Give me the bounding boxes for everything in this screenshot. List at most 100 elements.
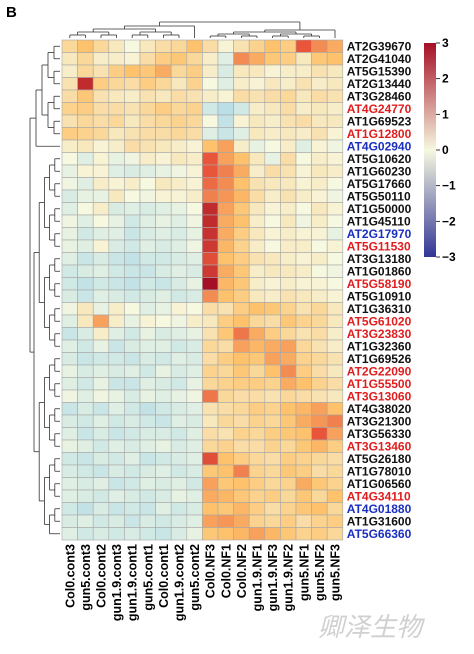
heatmap-cell xyxy=(280,377,297,391)
heatmap-cell xyxy=(186,414,203,428)
heatmap-cell xyxy=(139,139,156,153)
heatmap-cell xyxy=(295,239,312,253)
heatmap-cell xyxy=(92,102,110,116)
heatmap-cell xyxy=(233,377,250,391)
heatmap-cell xyxy=(326,427,344,441)
heatmap-cell xyxy=(139,314,156,328)
heatmap-cell xyxy=(170,377,188,391)
heatmap-cell xyxy=(326,89,344,103)
heatmap-cell xyxy=(264,352,281,366)
row-label: AT5G66360 xyxy=(347,527,412,541)
heatmap-cell xyxy=(295,514,312,528)
heatmap-cell xyxy=(155,139,172,153)
heatmap-cell xyxy=(311,164,328,178)
heatmap-cell xyxy=(61,352,78,366)
heatmap-cell xyxy=(124,339,141,353)
heatmap-cell xyxy=(124,452,141,466)
row-label: AT4G38020 xyxy=(347,402,412,416)
heatmap-cell xyxy=(186,314,203,328)
heatmap-cell xyxy=(108,489,125,503)
heatmap-cell xyxy=(139,52,156,66)
heatmap-cell xyxy=(311,89,328,103)
heatmap-cell xyxy=(77,52,94,66)
heatmap-cell xyxy=(326,527,344,541)
heatmap-cell xyxy=(108,39,125,53)
heatmap-cell xyxy=(202,114,219,128)
heatmap-cell xyxy=(233,389,250,403)
heatmap-cell xyxy=(233,327,250,341)
row-label: AT3G28460 xyxy=(347,89,412,103)
heatmap-cell xyxy=(326,64,344,78)
heatmap-cell xyxy=(326,502,344,516)
heatmap-cell xyxy=(186,277,203,291)
heatmap-cell xyxy=(280,364,297,378)
heatmap-cell xyxy=(233,414,250,428)
heatmap-cell xyxy=(248,52,266,66)
heatmap-cell xyxy=(217,514,234,528)
heatmap-cell xyxy=(248,489,266,503)
heatmap-cell xyxy=(139,127,156,141)
color-scale-tick-label: −2 xyxy=(442,214,456,228)
heatmap-cell xyxy=(311,302,328,316)
heatmap-cell xyxy=(311,489,328,503)
heatmap-cell xyxy=(217,102,234,116)
heatmap-cell xyxy=(108,389,125,403)
heatmap-cell xyxy=(295,414,312,428)
heatmap-cell xyxy=(92,377,110,391)
row-label: AT1G69523 xyxy=(347,114,412,128)
heatmap-cell xyxy=(92,52,110,66)
heatmap-cell xyxy=(108,314,125,328)
heatmap-cell xyxy=(61,102,78,116)
heatmap-cell xyxy=(108,52,125,66)
heatmap-cell xyxy=(311,289,328,303)
heatmap-cell xyxy=(139,114,156,128)
heatmap-cell xyxy=(248,314,266,328)
heatmap-cell xyxy=(295,489,312,503)
heatmap-cell xyxy=(170,252,188,266)
heatmap-cell xyxy=(295,64,312,78)
heatmap-cell xyxy=(264,252,281,266)
heatmap-cell xyxy=(233,52,250,66)
heatmap-cell xyxy=(186,77,203,91)
panel-label: B xyxy=(6,4,17,21)
heatmap-cell xyxy=(155,289,172,303)
heatmap-cell xyxy=(264,214,281,228)
heatmap-cell xyxy=(155,177,172,191)
heatmap-cell xyxy=(217,239,234,253)
heatmap-cell xyxy=(311,252,328,266)
heatmap-cell xyxy=(77,389,94,403)
heatmap-cell xyxy=(326,289,344,303)
heatmap-cell xyxy=(295,52,312,66)
heatmap-cell xyxy=(108,414,125,428)
heatmap-cell xyxy=(170,514,188,528)
heatmap-cell xyxy=(326,439,344,453)
heatmap-cell xyxy=(280,264,297,278)
heatmap-cell xyxy=(61,202,78,216)
heatmap-cell xyxy=(155,477,172,491)
heatmap-cell xyxy=(311,427,328,441)
heatmap-cell xyxy=(92,427,110,441)
heatmap-cell xyxy=(61,514,78,528)
heatmap-cell xyxy=(326,377,344,391)
heatmap-cell xyxy=(124,214,141,228)
heatmap-cell xyxy=(170,527,188,541)
heatmap-cell xyxy=(108,152,125,166)
heatmap-cell xyxy=(217,352,234,366)
heatmap-cell xyxy=(326,352,344,366)
heatmap-cell xyxy=(170,52,188,66)
heatmap-cell xyxy=(61,139,78,153)
heatmap-cell xyxy=(61,214,78,228)
heatmap-cell xyxy=(311,239,328,253)
heatmap-cell xyxy=(264,414,281,428)
heatmap-cell xyxy=(202,477,219,491)
heatmap-cell xyxy=(217,89,234,103)
heatmap-cell xyxy=(139,427,156,441)
heatmap-cell xyxy=(326,164,344,178)
heatmap-cell xyxy=(217,164,234,178)
heatmap-cell xyxy=(108,214,125,228)
heatmap-cell xyxy=(124,527,141,541)
heatmap-cell xyxy=(280,439,297,453)
row-labels: AT2G39670AT2G41040AT5G15390AT2G13440AT3G… xyxy=(347,39,412,541)
heatmap-cell xyxy=(280,64,297,78)
heatmap-cell xyxy=(326,52,344,66)
